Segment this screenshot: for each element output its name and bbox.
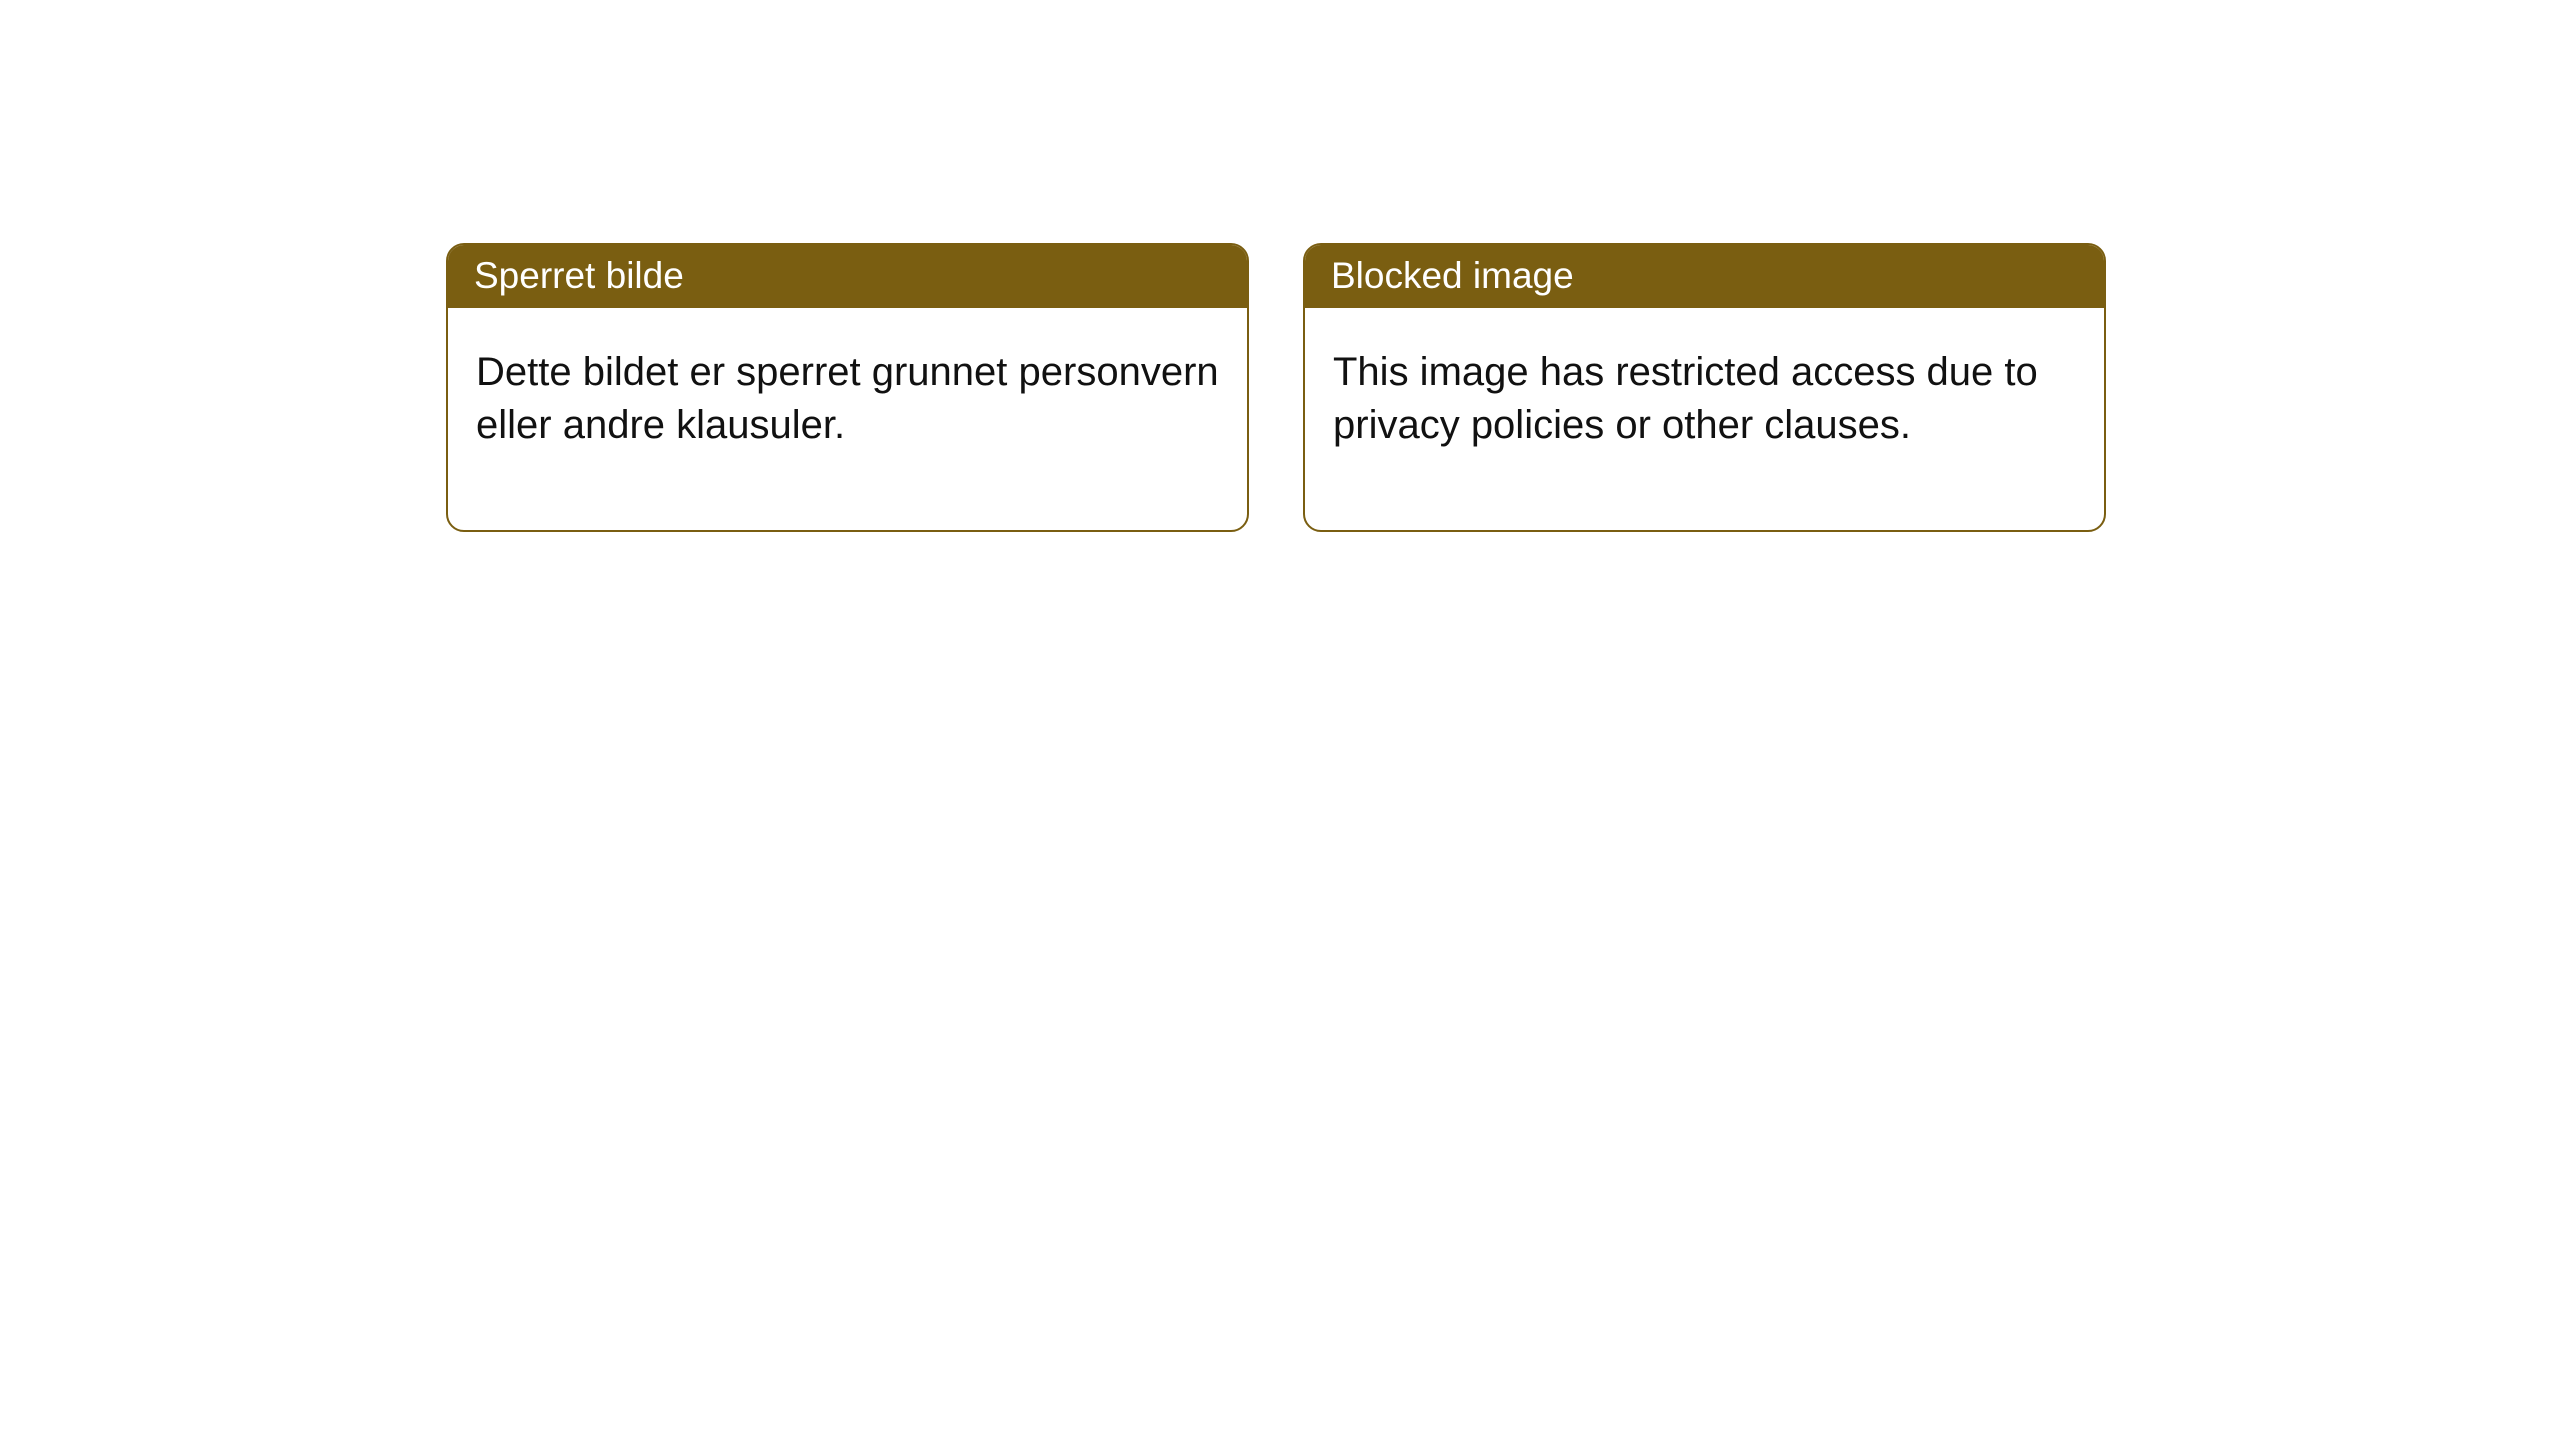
notice-title: Blocked image bbox=[1305, 245, 2104, 308]
notice-title: Sperret bilde bbox=[448, 245, 1247, 308]
blocked-image-notice-no: Sperret bilde Dette bildet er sperret gr… bbox=[446, 243, 1249, 532]
notice-container: Sperret bilde Dette bildet er sperret gr… bbox=[0, 0, 2560, 532]
blocked-image-notice-en: Blocked image This image has restricted … bbox=[1303, 243, 2106, 532]
notice-body: This image has restricted access due to … bbox=[1305, 308, 2104, 530]
notice-body: Dette bildet er sperret grunnet personve… bbox=[448, 308, 1247, 530]
